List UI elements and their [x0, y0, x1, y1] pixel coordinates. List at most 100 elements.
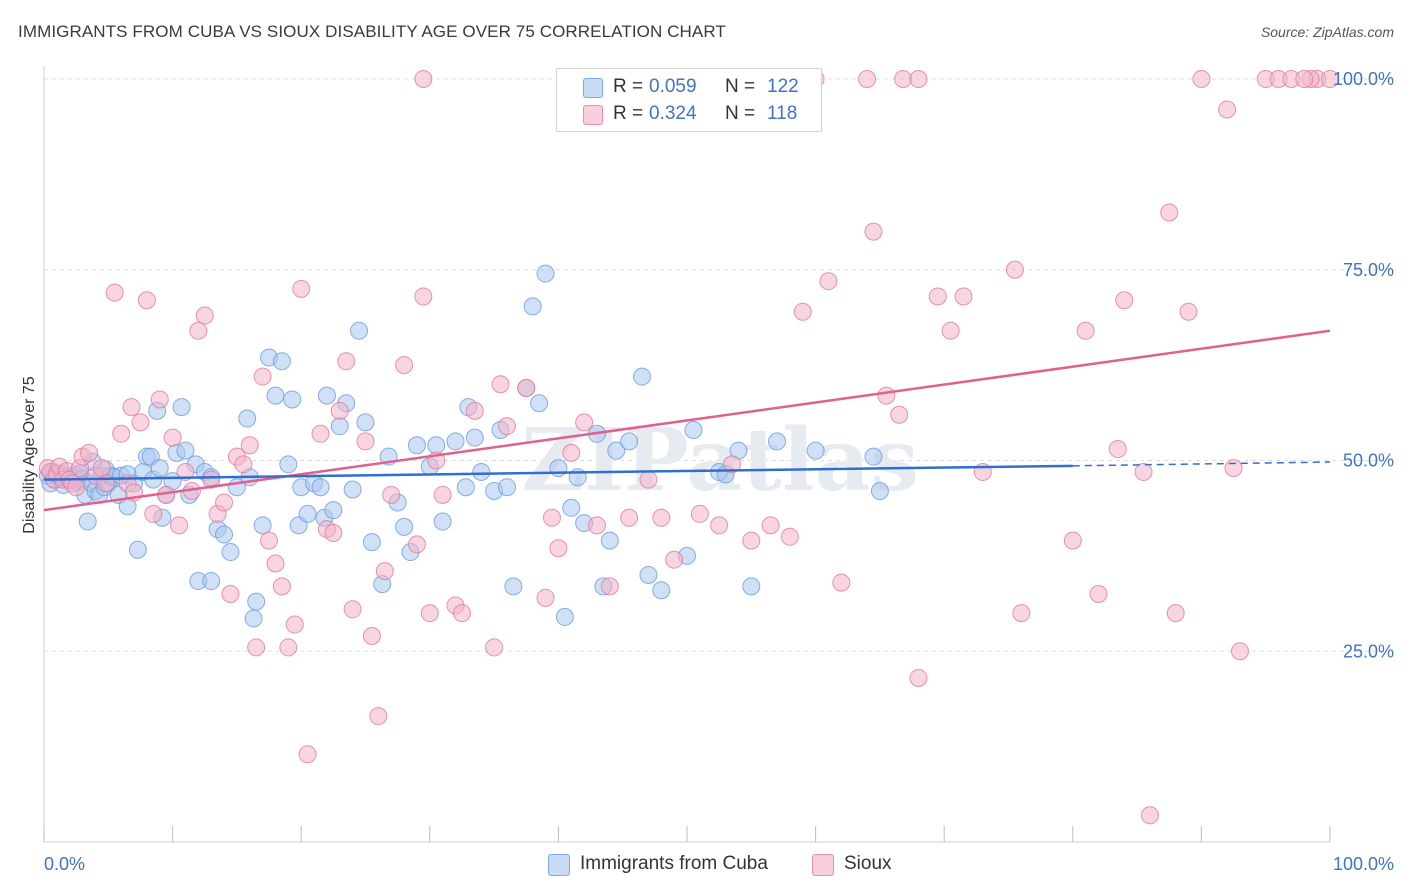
sioux-point [832, 573, 851, 592]
sioux-point [1115, 291, 1134, 310]
sioux-point [356, 432, 375, 451]
sioux-trend-line [43, 329, 1331, 512]
legend-swatch-cuba [548, 854, 570, 876]
sioux-point [131, 413, 150, 432]
sioux-point [420, 604, 439, 623]
sioux-point [819, 272, 838, 291]
cuba-point [530, 394, 549, 413]
cuba-point [620, 432, 639, 451]
cuba-point [504, 577, 523, 596]
x-tick-label: 100.0% [1333, 854, 1394, 874]
cuba-point [806, 441, 825, 460]
sioux-point [163, 428, 182, 447]
sioux-point [562, 443, 581, 462]
y-tick-label: 25.0% [1343, 641, 1394, 661]
sioux-point [542, 508, 561, 527]
sioux-point [285, 615, 304, 634]
sioux-point [575, 413, 594, 432]
legend-r-value: 0.324 [649, 103, 697, 124]
legend-row-sioux: R = 0.324 N = 118 [557, 101, 821, 127]
cuba-point [632, 367, 651, 386]
source-label: Source: ZipAtlas.com [1260, 24, 1394, 40]
sioux-point [1140, 806, 1159, 825]
cuba-point [324, 501, 343, 520]
cuba-point [350, 321, 369, 340]
correlation-legend: R = 0.059 N = 122 R = 0.324 N = 118 [556, 68, 822, 132]
sioux-point [1224, 459, 1243, 478]
cuba-point [238, 409, 257, 428]
sioux-point [112, 424, 131, 443]
y-tick-label: 50.0% [1343, 451, 1394, 471]
cuba-point [523, 297, 542, 316]
y-tick-label: 100.0% [1333, 69, 1394, 89]
sioux-point [215, 493, 234, 512]
cuba-point [536, 264, 555, 283]
legend-n-value: 122 [767, 76, 799, 97]
cuba-point [343, 480, 362, 499]
legend-swatch-sioux [583, 105, 603, 125]
cuba-point [652, 581, 671, 600]
sioux-point [1321, 70, 1339, 88]
sioux-point [1012, 604, 1031, 623]
sioux-point [1179, 302, 1198, 321]
cuba-point [607, 441, 626, 460]
sioux-point [247, 638, 266, 657]
cuba-trend-extension [1072, 461, 1331, 467]
cuba-point [768, 432, 787, 451]
sioux-point [170, 516, 189, 535]
cuba-point [266, 386, 285, 405]
cuba-point [150, 459, 169, 478]
sioux-point [497, 417, 516, 436]
chart-title: IMMIGRANTS FROM CUBA VS SIOUX DISABILITY… [18, 22, 726, 41]
cuba-point [362, 533, 381, 552]
sioux-point [549, 539, 568, 558]
series-legend: Immigrants from Cuba Sioux [0, 852, 1406, 878]
cuba-point [298, 504, 317, 523]
sioux-point [1295, 70, 1314, 88]
sioux-point [1063, 531, 1082, 550]
sioux-point [1076, 321, 1095, 340]
sioux-point [536, 588, 555, 607]
sioux-point [858, 70, 877, 88]
sioux-point [723, 455, 742, 474]
sioux-point [240, 436, 259, 455]
sioux-point [928, 287, 947, 306]
cuba-point [395, 517, 414, 536]
cuba-point [446, 432, 465, 451]
sioux-point [864, 222, 883, 241]
sioux-point [176, 462, 195, 481]
sioux-point [652, 508, 671, 527]
legend-row-cuba: R = 0.059 N = 122 [557, 74, 821, 100]
sioux-point [122, 398, 141, 417]
sioux-point [266, 554, 285, 573]
sioux-point [1218, 100, 1237, 119]
cuba-point [456, 478, 475, 497]
legend-label-sioux: Sioux [844, 853, 892, 874]
sioux-point [189, 321, 208, 340]
axes [43, 66, 1331, 843]
axis-labels: 25.0% 50.0% 75.0% 100.0% 0.0% 100.0% Disabilit… [21, 69, 1394, 874]
sioux-point [587, 516, 606, 535]
sioux-point [620, 508, 639, 527]
legend-swatch-sioux [812, 854, 834, 876]
sioux-point [941, 321, 960, 340]
sioux-point [407, 535, 426, 554]
sioux-point [137, 291, 156, 310]
sioux-point [343, 600, 362, 619]
sioux-point [890, 405, 909, 424]
sioux-point [909, 668, 928, 687]
cuba-point [356, 413, 375, 432]
cuba-point [555, 607, 574, 626]
cuba-point [465, 428, 484, 447]
cuba-point [78, 512, 97, 531]
sioux-point [337, 352, 356, 371]
sioux-point [144, 504, 163, 523]
sioux-point [780, 527, 799, 546]
sioux-point [311, 424, 330, 443]
legend-n-value: 118 [767, 103, 798, 124]
cuba-point [330, 417, 349, 436]
sioux-point [491, 375, 510, 394]
cuba-point [870, 482, 889, 501]
cuba-point [472, 462, 491, 481]
sioux-point [600, 577, 619, 596]
